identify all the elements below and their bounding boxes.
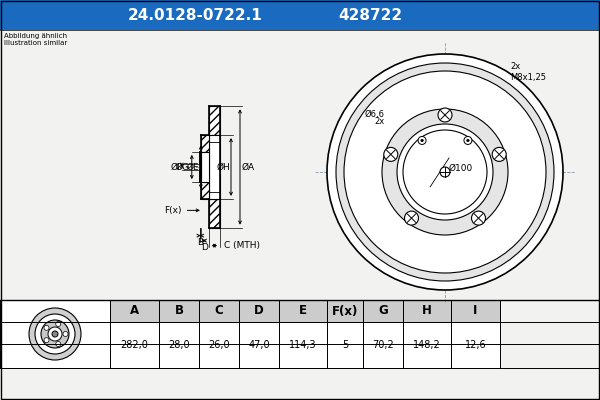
Text: Abbildung ähnlich: Abbildung ähnlich (4, 33, 67, 39)
Circle shape (52, 331, 58, 337)
Text: C: C (215, 304, 223, 318)
Bar (201, 152, 209, 182)
Circle shape (464, 136, 472, 144)
Circle shape (404, 211, 418, 225)
Text: 5: 5 (342, 340, 348, 350)
Text: Ø6,6: Ø6,6 (365, 110, 385, 118)
Text: C (MTH): C (MTH) (224, 241, 260, 250)
Circle shape (467, 139, 469, 142)
Circle shape (41, 320, 69, 348)
Bar (451, 300, 500, 322)
Bar (209, 106, 220, 135)
Text: I: I (473, 304, 478, 318)
Text: Ø100: Ø100 (449, 164, 473, 172)
Circle shape (472, 211, 485, 225)
Bar (199, 300, 239, 322)
Text: D: D (201, 243, 208, 252)
Text: 282,0: 282,0 (121, 340, 148, 350)
Circle shape (56, 322, 61, 326)
Bar (279, 300, 327, 322)
Text: F(x): F(x) (164, 206, 199, 215)
Text: ØI: ØI (170, 162, 180, 172)
Text: F(x): F(x) (332, 304, 358, 318)
Circle shape (418, 136, 426, 144)
Text: 148,2: 148,2 (413, 340, 441, 350)
Text: 24.0128-0722.1: 24.0128-0722.1 (128, 8, 262, 22)
Text: ØE: ØE (186, 162, 199, 172)
Text: ØH: ØH (216, 162, 230, 172)
Circle shape (382, 109, 508, 235)
Circle shape (29, 308, 81, 360)
Bar (199, 322, 239, 368)
Circle shape (44, 325, 49, 330)
Text: D: D (254, 304, 264, 318)
Circle shape (327, 54, 563, 290)
Circle shape (397, 124, 493, 220)
Bar (200, 170, 201, 182)
Text: ØG: ØG (176, 162, 190, 172)
Text: 114,3: 114,3 (289, 340, 317, 350)
Bar (159, 300, 199, 322)
Text: Illustration similar: Illustration similar (4, 40, 67, 46)
Text: B: B (175, 304, 184, 318)
Bar (159, 322, 199, 368)
Text: 70,2: 70,2 (372, 340, 394, 350)
Text: E: E (299, 304, 307, 318)
Circle shape (44, 338, 49, 343)
Circle shape (63, 332, 68, 336)
Bar (363, 300, 403, 322)
Bar (110, 300, 159, 322)
Bar (327, 322, 363, 368)
Bar (201, 182, 209, 199)
Text: A: A (130, 304, 139, 318)
Text: 428722: 428722 (338, 8, 402, 22)
Text: G: G (378, 304, 388, 318)
Circle shape (344, 71, 546, 273)
Bar (200, 164, 201, 170)
Circle shape (56, 342, 61, 346)
Text: ØA: ØA (242, 162, 255, 172)
Bar (0, 0, 600, 30)
Bar (200, 152, 201, 164)
Circle shape (35, 314, 75, 354)
Bar (403, 322, 451, 368)
Circle shape (48, 327, 62, 341)
Text: 12,6: 12,6 (464, 340, 487, 350)
Circle shape (438, 108, 452, 122)
Circle shape (336, 63, 554, 281)
Text: H: H (422, 304, 432, 318)
Bar (110, 322, 159, 368)
Bar (279, 322, 327, 368)
Bar (209, 199, 220, 228)
Bar (239, 322, 279, 368)
Bar (327, 300, 363, 322)
Bar (451, 322, 500, 368)
Bar (403, 300, 451, 322)
Text: 28,0: 28,0 (168, 340, 190, 350)
Text: 2x
M8x1,25: 2x M8x1,25 (510, 62, 546, 82)
Circle shape (492, 147, 506, 161)
Text: 47,0: 47,0 (248, 340, 270, 350)
Bar (201, 135, 209, 152)
Circle shape (384, 147, 398, 161)
Circle shape (403, 130, 487, 214)
Text: B: B (197, 238, 203, 247)
Text: 26,0: 26,0 (208, 340, 230, 350)
Bar (239, 300, 279, 322)
Bar (0, 300, 110, 368)
Bar (209, 135, 220, 199)
Circle shape (440, 167, 450, 177)
Circle shape (421, 139, 423, 142)
Circle shape (415, 142, 475, 202)
Bar (363, 322, 403, 368)
Text: 2x: 2x (375, 118, 385, 126)
